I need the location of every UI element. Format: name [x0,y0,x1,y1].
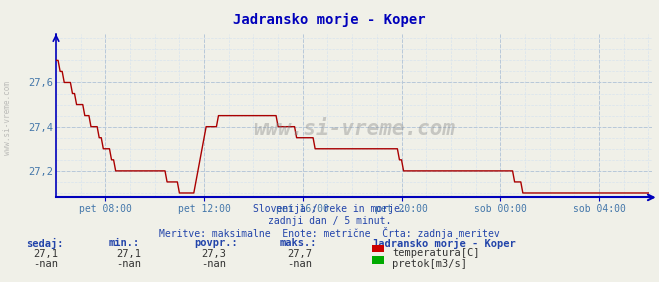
Text: temperatura[C]: temperatura[C] [392,248,480,258]
Text: sedaj:: sedaj: [26,238,64,249]
Text: -nan: -nan [202,259,227,269]
Text: www.si-vreme.com: www.si-vreme.com [3,81,13,155]
Text: povpr.:: povpr.: [194,238,238,248]
Text: -nan: -nan [116,259,141,269]
Text: -nan: -nan [287,259,312,269]
Text: zadnji dan / 5 minut.: zadnji dan / 5 minut. [268,216,391,226]
Text: maks.:: maks.: [280,238,318,248]
Text: Meritve: maksimalne  Enote: metrične  Črta: zadnja meritev: Meritve: maksimalne Enote: metrične Črta… [159,227,500,239]
Text: pretok[m3/s]: pretok[m3/s] [392,259,467,269]
Text: 27,3: 27,3 [202,249,227,259]
Text: 27,1: 27,1 [116,249,141,259]
Text: 27,7: 27,7 [287,249,312,259]
Text: Jadransko morje - Koper: Jadransko morje - Koper [233,13,426,27]
Text: Jadransko morje - Koper: Jadransko morje - Koper [372,238,516,249]
Text: min.:: min.: [109,238,140,248]
Text: www.si-vreme.com: www.si-vreme.com [253,119,455,139]
Text: 27,1: 27,1 [34,249,59,259]
Text: Slovenija / reke in morje.: Slovenija / reke in morje. [253,204,406,214]
Text: -nan: -nan [34,259,59,269]
